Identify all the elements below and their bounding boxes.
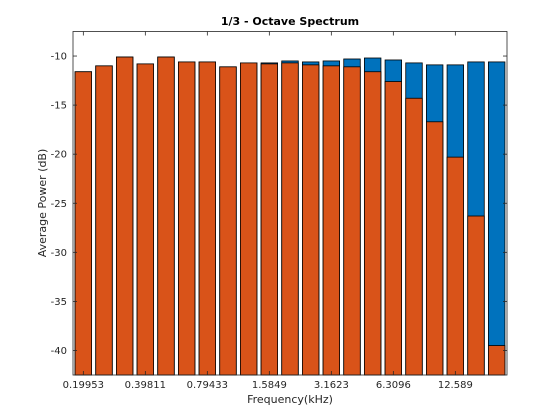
front-bar-9 — [260, 63, 279, 376]
front-bar-19 — [467, 215, 485, 376]
x-tick-label-5: 6.3096 — [376, 380, 411, 391]
y-tick-label-0: -40 — [51, 346, 67, 357]
y-tick-label-2: -30 — [51, 248, 67, 259]
front-bar-20 — [487, 345, 506, 376]
front-bar-10 — [281, 62, 299, 376]
front-bar-15 — [384, 81, 403, 376]
front-bar-17 — [425, 121, 444, 376]
back-bar-20 — [487, 61, 506, 376]
x-tick-label-1: 0.39811 — [125, 380, 166, 391]
chart-title: 1/3 - Octave Spectrum — [221, 15, 359, 28]
front-bar-16 — [405, 97, 423, 376]
y-tick-label-6: -10 — [51, 52, 67, 63]
y-axis-ticks: -40 -35 -30 -25 -20 -15 -10 — [51, 52, 507, 357]
front-bar-6 — [198, 61, 216, 376]
x-tick-label-0: 0.19953 — [63, 380, 104, 391]
x-tick-label-2: 0.79433 — [187, 380, 228, 391]
front-bar-14 — [363, 71, 382, 376]
front-series-bars — [74, 56, 506, 376]
x-tick-label-4: 3.1623 — [314, 380, 349, 391]
front-bar-12 — [322, 65, 341, 376]
front-bar-4 — [157, 56, 175, 376]
front-bar-8 — [239, 62, 258, 376]
plot-area — [72, 31, 508, 376]
y-tick-label-1: -35 — [51, 297, 67, 308]
y-tick-label-4: -20 — [51, 150, 67, 161]
x-tick-label-3: 1.5849 — [252, 380, 287, 391]
x-axis-ticks: 0.19953 0.39811 0.79433 1.5849 3.1623 6.3096 1… — [63, 31, 473, 391]
front-bar-0 — [74, 71, 92, 376]
front-bar-1 — [95, 65, 113, 376]
front-bar-3 — [136, 63, 154, 376]
front-bar-7 — [219, 66, 237, 376]
front-bar-5 — [177, 61, 196, 376]
front-bar-18 — [446, 156, 465, 376]
y-tick-label-3: -25 — [51, 199, 67, 210]
x-axis-label: Frequency(kHz) — [247, 393, 333, 406]
y-tick-label-5: -15 — [51, 101, 67, 112]
x-tick-label-6: 12.589 — [438, 380, 473, 391]
front-bar-11 — [301, 64, 320, 376]
front-bar-13 — [343, 66, 361, 376]
y-axis-label: Average Power (dB) — [36, 149, 49, 258]
front-bar-2 — [116, 56, 134, 376]
